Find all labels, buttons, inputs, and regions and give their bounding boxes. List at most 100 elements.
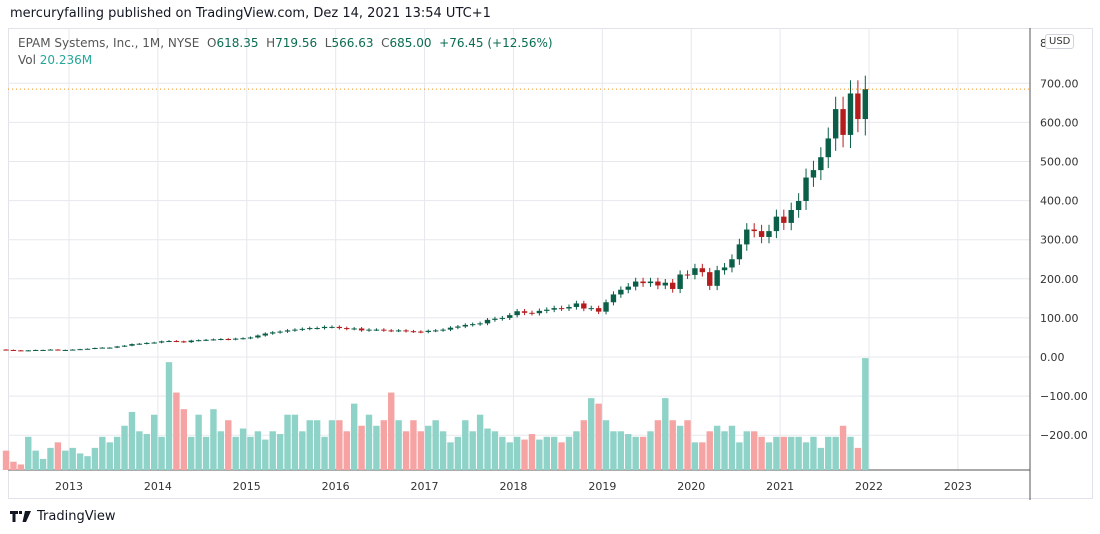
candle-body [77,349,83,351]
volume-bar [247,436,254,470]
candle-body [862,89,868,120]
candle-body [232,338,239,340]
volume-bar [862,358,869,470]
x-tick-label: 2021 [766,480,794,493]
candle-body [521,311,528,313]
volume-bar [32,450,39,470]
volume-bar [395,420,402,470]
volume-bar [676,425,684,470]
volume-bar [550,436,558,470]
volume-bar [76,453,84,470]
candle-body [188,340,194,343]
candle-body [818,157,824,171]
chart-legend: EPAM Systems, Inc., 1M, NYSE O618.35 H71… [18,35,553,69]
volume-bar [269,431,276,470]
volume-bar [380,420,388,470]
candle-body [262,333,268,336]
open-label: O [207,36,217,50]
volume-bar [565,436,573,470]
y-tick-label: 100.00 [1040,312,1079,325]
candle-body [277,331,283,333]
candle-body [173,340,180,342]
volume-bar [706,431,713,470]
candle-body [425,330,431,332]
volume-bar [610,431,617,470]
candle-body [736,244,743,260]
candle-body [581,303,587,309]
open-value: 618.35 [216,36,259,50]
volume-bar [388,392,395,470]
volume-bar [580,420,588,470]
candle-body [788,209,794,223]
candle-body [573,303,580,307]
candle-body [440,329,446,331]
candle-body [507,315,513,318]
volume-bar [417,431,425,470]
volume-bar [25,436,32,470]
candle-body [10,349,17,351]
currency-button[interactable]: USD [1045,34,1075,49]
candle-body [299,328,306,330]
volume-bar [306,420,313,470]
candle-body [692,268,698,275]
candle-body [25,350,31,352]
volume-bar [62,450,69,470]
candle-body [47,349,54,351]
candle-body [92,348,98,350]
y-tick-label: −100.00 [1040,390,1088,403]
candle-body [284,330,291,332]
volume-bar [299,431,306,470]
volume-bar [773,436,780,470]
candle-body [151,342,157,344]
volume-bar [728,425,736,470]
volume-bar [499,436,506,470]
volume-bar [558,442,565,470]
y-tick-label: 600.00 [1040,116,1079,129]
volume-bar [491,431,499,470]
high-label: H [266,36,276,50]
volume-bar [343,431,350,470]
candle-body [810,170,817,178]
y-tick-label: 500.00 [1040,156,1079,169]
candle-body [795,200,802,210]
volume-bar [165,362,173,470]
volume-bar [454,436,462,470]
candle-body [225,339,231,341]
high-value: 719.56 [275,36,318,50]
candle-body [144,342,150,344]
volume-bar [373,425,380,470]
volume-bar [469,431,476,470]
x-tick-label: 2022 [855,480,883,493]
candle-body [662,282,668,286]
volume-bar [358,425,365,470]
candle-body [158,341,165,343]
candle-body [729,259,735,268]
volume-bar [617,431,625,470]
candle-body [758,231,765,237]
candle-body [677,274,683,289]
candle-body [707,272,713,286]
candle-body [358,328,365,331]
candle-body [766,231,772,237]
candle-body [395,330,402,332]
volume-bar [839,425,847,470]
candle-body [640,281,646,284]
candle-body [32,349,39,351]
x-tick-label: 2020 [677,480,705,493]
candle-body [551,308,557,310]
volume-bar [232,436,239,470]
volume-bar [188,436,195,470]
volume-bar [662,398,669,470]
candle-body [825,138,831,158]
candle-body [99,347,106,349]
chart-frame [8,28,1093,499]
volume-bar [817,447,825,470]
candle-body [321,326,328,329]
volume-bar [632,436,639,470]
candle-body [832,109,839,139]
candle-body [484,319,491,324]
y-tick-label: 200.00 [1040,273,1079,286]
volume-bar [528,434,536,470]
volume-bar [410,420,417,470]
